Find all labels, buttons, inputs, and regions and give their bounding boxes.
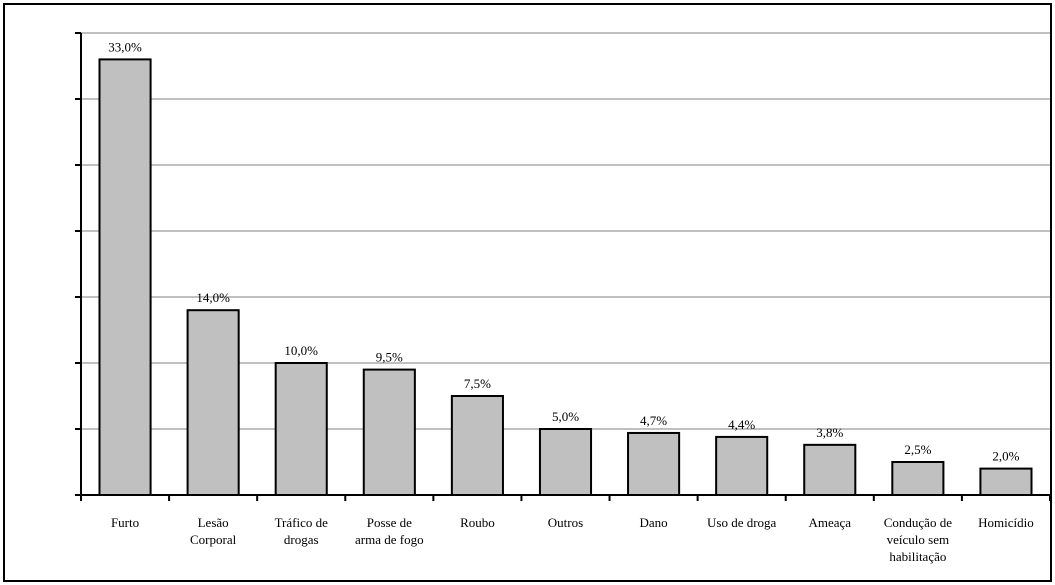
x-tick-label: Uso de droga [707, 515, 777, 530]
data-label: 7,5% [464, 376, 491, 391]
x-tick-label-line: Furto [111, 515, 139, 530]
data-label: 4,4% [728, 417, 755, 432]
x-tick-label: Furto [111, 515, 139, 530]
bar [98, 58, 152, 497]
x-tick-label-line: habilitação [889, 549, 946, 564]
bar [627, 431, 681, 496]
data-label: 2,0% [992, 449, 1019, 464]
bar [274, 362, 328, 496]
data-label: 9,5% [376, 350, 403, 365]
data-label: 4,7% [640, 413, 667, 428]
data-label: 33,0% [108, 39, 142, 54]
x-tick-label: Condução de veículo sem habilitação [884, 515, 952, 564]
x-tick-label: Dano [640, 515, 668, 530]
bar [362, 368, 416, 497]
x-tick-label-line: Corporal [190, 532, 237, 547]
x-tick-label-line: drogas [284, 532, 319, 547]
x-tick-label: Tráfico de drogas [275, 515, 329, 547]
bar [538, 428, 593, 496]
x-tick-label: Homicídio [978, 515, 1034, 530]
x-tick-label-line: Tráfico de [275, 515, 329, 530]
x-tick-label-line: Condução de [884, 515, 952, 530]
data-label: 3,8% [816, 425, 843, 440]
x-tick-label: Posse de arma de fogo [355, 515, 424, 547]
data-label: 14,0% [196, 290, 230, 305]
x-tick-label: Lesão Corporal [190, 515, 237, 547]
x-tick-label-line: Uso de droga [707, 515, 777, 530]
data-label: 10,0% [284, 343, 318, 358]
data-label: 5,0% [552, 409, 579, 424]
data-label: 2,5% [904, 442, 931, 457]
bar [186, 309, 240, 497]
x-tick-label: Ameaça [808, 515, 851, 530]
bar [450, 395, 504, 496]
bar [979, 467, 1033, 497]
x-tick-label-line: Homicídio [978, 515, 1034, 530]
x-tick-label-line: Dano [640, 515, 668, 530]
x-tick-label-line: Posse de [367, 515, 412, 530]
bar [715, 435, 769, 497]
x-tick-label-line: Outros [548, 515, 583, 530]
x-tick-label: Outros [548, 515, 583, 530]
x-tick-label-line: Lesão [198, 515, 229, 530]
x-tick-label: Roubo [460, 515, 495, 530]
x-tick-label-line: veículo sem [887, 532, 949, 547]
x-tick-label-line: arma de fogo [355, 532, 424, 547]
bar [803, 443, 857, 496]
x-tick-label-line: Roubo [460, 515, 495, 530]
bar [891, 461, 945, 496]
x-tick-label-line: Ameaça [808, 515, 851, 530]
